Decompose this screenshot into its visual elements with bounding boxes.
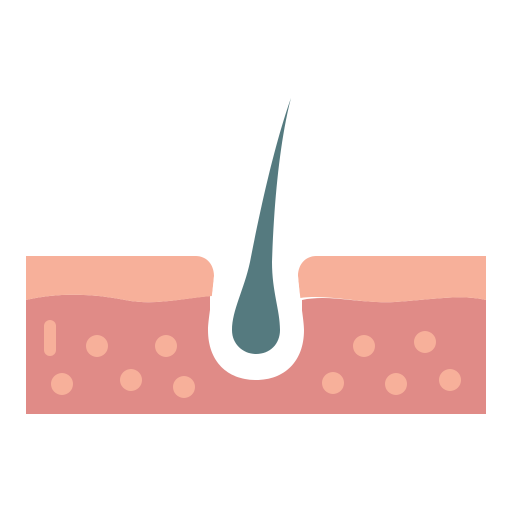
cell-dot	[439, 369, 461, 391]
hair-strand	[232, 98, 291, 354]
cell-dot	[120, 369, 142, 391]
cell-dot	[322, 372, 344, 394]
cell-dot	[353, 335, 375, 357]
cell-dot	[385, 373, 407, 395]
epidermis-layer-right	[298, 256, 486, 303]
cell-capsule	[44, 320, 56, 356]
cell-dot	[51, 373, 73, 395]
cell-dot	[155, 335, 177, 357]
cell-dot	[414, 331, 436, 353]
cell-dot	[173, 376, 195, 398]
cell-dot	[86, 335, 108, 357]
epidermis-layer-left	[26, 256, 214, 303]
